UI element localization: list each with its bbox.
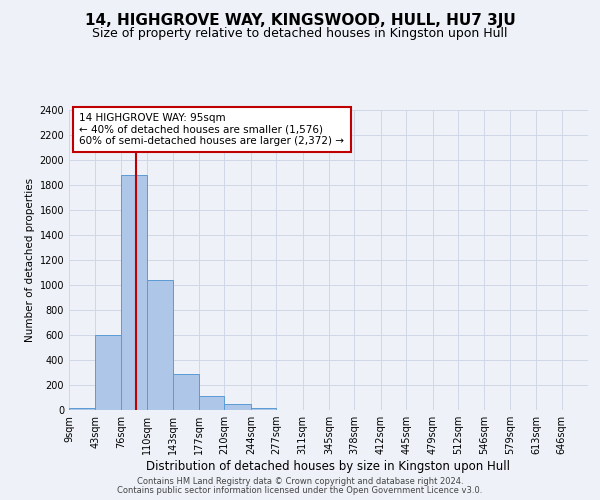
Bar xyxy=(69,408,95,410)
Text: Size of property relative to detached houses in Kingston upon Hull: Size of property relative to detached ho… xyxy=(92,28,508,40)
Bar xyxy=(147,280,173,410)
Text: Contains public sector information licensed under the Open Government Licence v3: Contains public sector information licen… xyxy=(118,486,482,495)
Bar xyxy=(121,175,147,410)
Y-axis label: Number of detached properties: Number of detached properties xyxy=(25,178,35,342)
Bar xyxy=(251,408,276,410)
Bar xyxy=(224,404,251,410)
Bar xyxy=(173,374,199,410)
Bar xyxy=(199,396,224,410)
Text: 14, HIGHGROVE WAY, KINGSWOOD, HULL, HU7 3JU: 14, HIGHGROVE WAY, KINGSWOOD, HULL, HU7 … xyxy=(85,12,515,28)
Text: Contains HM Land Registry data © Crown copyright and database right 2024.: Contains HM Land Registry data © Crown c… xyxy=(137,477,463,486)
Text: 14 HIGHGROVE WAY: 95sqm
← 40% of detached houses are smaller (1,576)
60% of semi: 14 HIGHGROVE WAY: 95sqm ← 40% of detache… xyxy=(79,113,344,146)
Bar xyxy=(95,335,121,410)
X-axis label: Distribution of detached houses by size in Kingston upon Hull: Distribution of detached houses by size … xyxy=(146,460,511,473)
